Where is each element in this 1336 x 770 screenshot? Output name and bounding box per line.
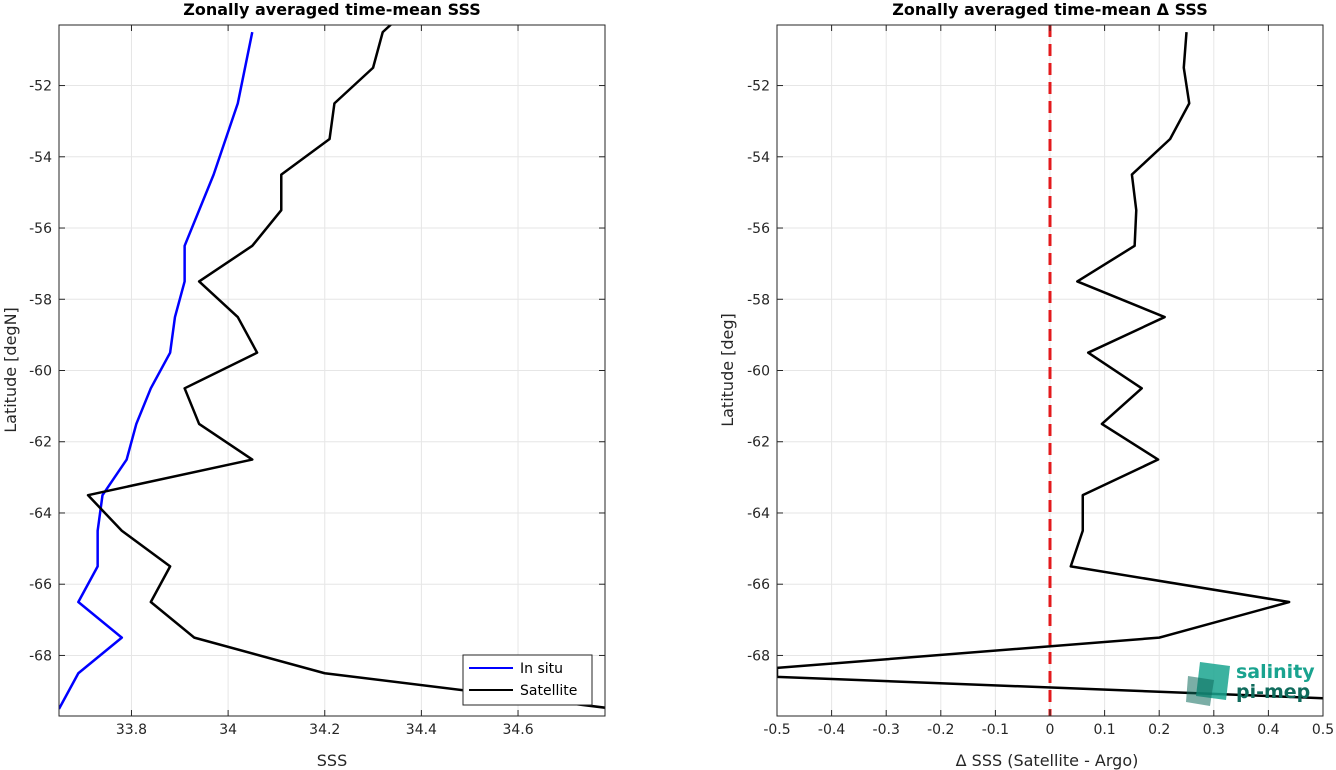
y-tick-label: -58 bbox=[29, 292, 52, 308]
logo-mark-shadow-icon bbox=[1186, 676, 1214, 706]
x-tick-label: 0.3 bbox=[1203, 722, 1225, 738]
x-tick-label: 0.5 bbox=[1312, 722, 1334, 738]
y-tick-label: -66 bbox=[747, 577, 770, 593]
x-tick-label: -0.1 bbox=[982, 722, 1009, 738]
x-tick-label: 0.1 bbox=[1093, 722, 1115, 738]
tick-marks: -0.5 -0.4 -0.3 -0.2 -0.1 0 0.1 0.2 0.3 0.4 0.5 -68 -… bbox=[747, 25, 1334, 738]
chart-title: Zonally averaged time-mean Δ SSS bbox=[892, 0, 1208, 19]
x-tick-label: 0 bbox=[1046, 722, 1055, 738]
series-group bbox=[59, 25, 605, 710]
x-tick-label: 34.2 bbox=[309, 722, 340, 738]
y-tick-label: -64 bbox=[747, 506, 770, 522]
series-group bbox=[777, 32, 1323, 700]
x-tick-label: -0.3 bbox=[873, 722, 900, 738]
x-tick-label: -0.2 bbox=[927, 722, 954, 738]
y-tick-label: -58 bbox=[747, 292, 770, 308]
x-axis-label: SSS bbox=[317, 751, 347, 770]
y-axis-label: Latitude [degN] bbox=[1, 307, 20, 433]
legend-label-satellite: Satellite bbox=[520, 683, 577, 699]
y-tick-label: -56 bbox=[29, 221, 52, 237]
tick-marks: 33.8 34 34.2 34.4 34.6 -68 -66 -64 -62 -60 -58 -56 -… bbox=[29, 25, 605, 738]
x-axis-label: Δ SSS (Satellite - Argo) bbox=[956, 751, 1139, 770]
series-line-satellite bbox=[86, 25, 605, 709]
x-tick-label: 0.4 bbox=[1257, 722, 1279, 738]
legend-label-in-situ: In situ bbox=[520, 661, 563, 677]
y-tick-label: -68 bbox=[747, 648, 770, 664]
legend-box bbox=[462, 654, 593, 706]
chart-title: Zonally averaged time-mean SSS bbox=[183, 0, 481, 19]
y-tick-label: -52 bbox=[747, 79, 770, 95]
y-tick-label: -68 bbox=[29, 648, 52, 664]
y-tick-label: -62 bbox=[747, 435, 770, 451]
series-line-in-situ bbox=[59, 31, 254, 710]
x-tick-label: 33.8 bbox=[116, 722, 147, 738]
y-tick-label: -52 bbox=[29, 79, 52, 95]
y-tick-label: -62 bbox=[29, 435, 52, 451]
grid-lines bbox=[59, 25, 605, 716]
y-tick-label: -54 bbox=[747, 150, 770, 166]
x-tick-label: 0.2 bbox=[1148, 722, 1170, 738]
x-tick-label: -0.5 bbox=[763, 722, 790, 738]
x-tick-label: 34.6 bbox=[502, 722, 533, 738]
y-tick-label: -64 bbox=[29, 506, 52, 522]
logo-line-1: salinity bbox=[1236, 661, 1315, 683]
salinity-pimep-logo: salinity pi-mep bbox=[1186, 661, 1315, 706]
x-tick-label: -0.4 bbox=[818, 722, 845, 738]
x-tick-label: 34.4 bbox=[406, 722, 437, 738]
sss-panel: 33.8 34 34.2 34.4 34.6 -68 -66 -64 -62 -60 -58 -56 -… bbox=[1, 0, 606, 770]
y-tick-label: -56 bbox=[747, 221, 770, 237]
delta-sss-panel: -0.5 -0.4 -0.3 -0.2 -0.1 0 0.1 0.2 0.3 0.4 0.5 -68 -… bbox=[718, 0, 1334, 770]
y-tick-label: -60 bbox=[29, 364, 52, 380]
series-line-delta-sss bbox=[777, 32, 1323, 700]
y-tick-label: -54 bbox=[29, 150, 52, 166]
legend: In situ Satellite bbox=[462, 654, 593, 706]
y-axis-label: Latitude [deg] bbox=[718, 313, 737, 427]
y-tick-label: -66 bbox=[29, 577, 52, 593]
logo-line-2: pi-mep bbox=[1236, 681, 1310, 703]
y-tick-label: -60 bbox=[747, 364, 770, 380]
x-tick-label: 34 bbox=[219, 722, 237, 738]
